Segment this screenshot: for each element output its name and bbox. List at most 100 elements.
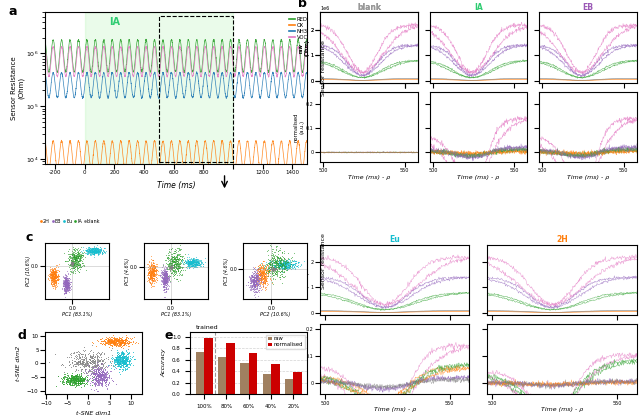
Point — [94, 367, 104, 374]
Point — [160, 271, 170, 278]
Point — [113, 357, 123, 364]
Point — [85, 249, 95, 256]
Point — [94, 376, 104, 383]
Point — [257, 273, 267, 280]
Point — [276, 263, 287, 270]
Point — [61, 281, 72, 287]
Point — [181, 259, 191, 265]
Point — [63, 274, 74, 281]
Point — [252, 270, 262, 277]
Point — [118, 353, 128, 360]
Point — [248, 279, 258, 286]
Point — [248, 282, 259, 289]
Point — [161, 277, 172, 284]
Point — [92, 361, 102, 367]
Bar — [293, 372, 302, 394]
Point — [98, 363, 108, 370]
Point — [60, 281, 70, 288]
Point — [170, 260, 180, 266]
Point — [124, 359, 134, 366]
Point — [70, 254, 81, 261]
Point — [72, 266, 82, 272]
Point — [170, 259, 180, 266]
Point — [256, 271, 266, 278]
Point — [89, 249, 99, 256]
Point — [124, 363, 134, 370]
Point — [91, 248, 101, 254]
Point — [161, 282, 172, 289]
Point — [70, 255, 80, 262]
Point — [160, 273, 170, 280]
Point — [252, 286, 262, 292]
Point — [88, 376, 98, 383]
Point — [99, 358, 109, 364]
Point — [159, 271, 170, 278]
Point — [46, 271, 56, 278]
Point — [147, 269, 157, 275]
Point — [68, 376, 78, 383]
Point — [125, 353, 135, 360]
Point — [145, 271, 156, 277]
Point — [108, 339, 118, 346]
Point — [112, 353, 122, 359]
Point — [92, 366, 102, 373]
Point — [247, 283, 257, 290]
Point — [85, 248, 95, 255]
Point — [92, 372, 102, 378]
Point — [50, 269, 60, 276]
Point — [118, 340, 129, 347]
Point — [273, 248, 283, 254]
Point — [150, 267, 161, 273]
Point — [279, 265, 289, 272]
Point — [63, 281, 74, 287]
Point — [65, 279, 76, 286]
Point — [67, 252, 77, 259]
Point — [248, 280, 258, 287]
Point — [84, 354, 95, 360]
Point — [122, 366, 132, 372]
Point — [279, 261, 289, 267]
Point — [252, 273, 262, 280]
Point — [173, 260, 184, 267]
Point — [108, 338, 118, 344]
Point — [189, 257, 199, 264]
Point — [168, 264, 178, 271]
Point — [270, 261, 280, 268]
Point — [118, 349, 129, 356]
Point — [283, 260, 293, 266]
Point — [60, 283, 70, 290]
Point — [268, 264, 278, 271]
Point — [114, 335, 124, 342]
Point — [93, 369, 104, 375]
Point — [268, 266, 278, 272]
Point — [116, 336, 126, 343]
Point — [96, 356, 106, 363]
Point — [250, 277, 260, 283]
Point — [252, 287, 262, 294]
Point — [255, 269, 265, 275]
Point — [284, 262, 294, 269]
Point — [73, 380, 83, 387]
Point — [149, 262, 159, 269]
Point — [63, 287, 73, 294]
Point — [274, 260, 284, 266]
Point — [68, 261, 78, 268]
Point — [164, 266, 174, 272]
Point — [77, 374, 88, 381]
Point — [98, 371, 108, 378]
Point — [267, 271, 277, 278]
Point — [93, 376, 104, 383]
Point — [120, 365, 130, 372]
Point — [92, 371, 102, 378]
Point — [63, 281, 73, 288]
Point — [61, 277, 71, 284]
Point — [73, 257, 83, 264]
Point — [160, 279, 170, 286]
Point — [93, 252, 103, 259]
Point — [291, 257, 301, 264]
Point — [159, 274, 169, 281]
Point — [95, 375, 106, 381]
Point — [265, 242, 275, 249]
Point — [252, 276, 262, 283]
Point — [163, 263, 173, 270]
